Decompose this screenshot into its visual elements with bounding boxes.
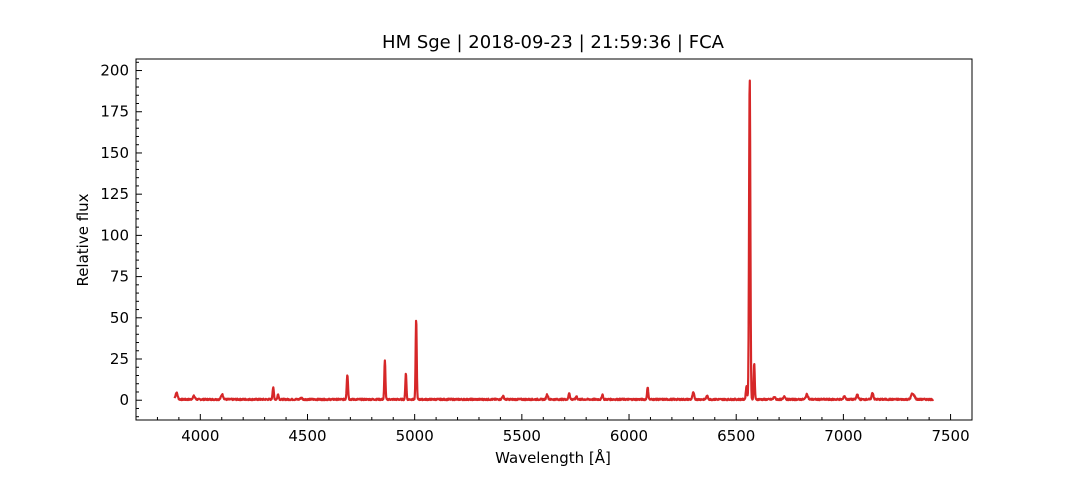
y-tick-label: 100 (100, 226, 129, 244)
y-tick-label: 50 (110, 309, 129, 327)
y-axis-label: Relative flux (74, 193, 92, 286)
x-tick-label: 4000 (181, 427, 219, 445)
x-tick-label: 5000 (396, 427, 434, 445)
x-tick-label: 6000 (610, 427, 648, 445)
y-tick-label: 125 (100, 185, 129, 203)
x-tick-label: 5500 (503, 427, 541, 445)
x-tick-label: 7500 (931, 427, 969, 445)
chart-title: HM Sge | 2018-09-23 | 21:59:36 | FCA (382, 32, 725, 53)
y-tick-label: 75 (110, 268, 129, 286)
y-tick-label: 25 (110, 350, 129, 368)
y-tick-label: 175 (100, 103, 129, 121)
x-tick-label: 4500 (288, 427, 326, 445)
y-tick-label: 150 (100, 144, 129, 162)
spectrum-line (173, 79, 935, 402)
y-tick-label: 200 (100, 62, 129, 80)
y-tick-label: 0 (119, 391, 129, 409)
x-tick-label: 6500 (717, 427, 755, 445)
x-tick-label: 7000 (824, 427, 862, 445)
plot-frame (135, 58, 973, 421)
x-axis-label: Wavelength [Å] (495, 448, 611, 467)
plot-area (173, 79, 935, 402)
axis-ticks: 4000 4500 5000 5500 6000 6500 7000 7500 0 25 50 75 1… (100, 62, 969, 445)
